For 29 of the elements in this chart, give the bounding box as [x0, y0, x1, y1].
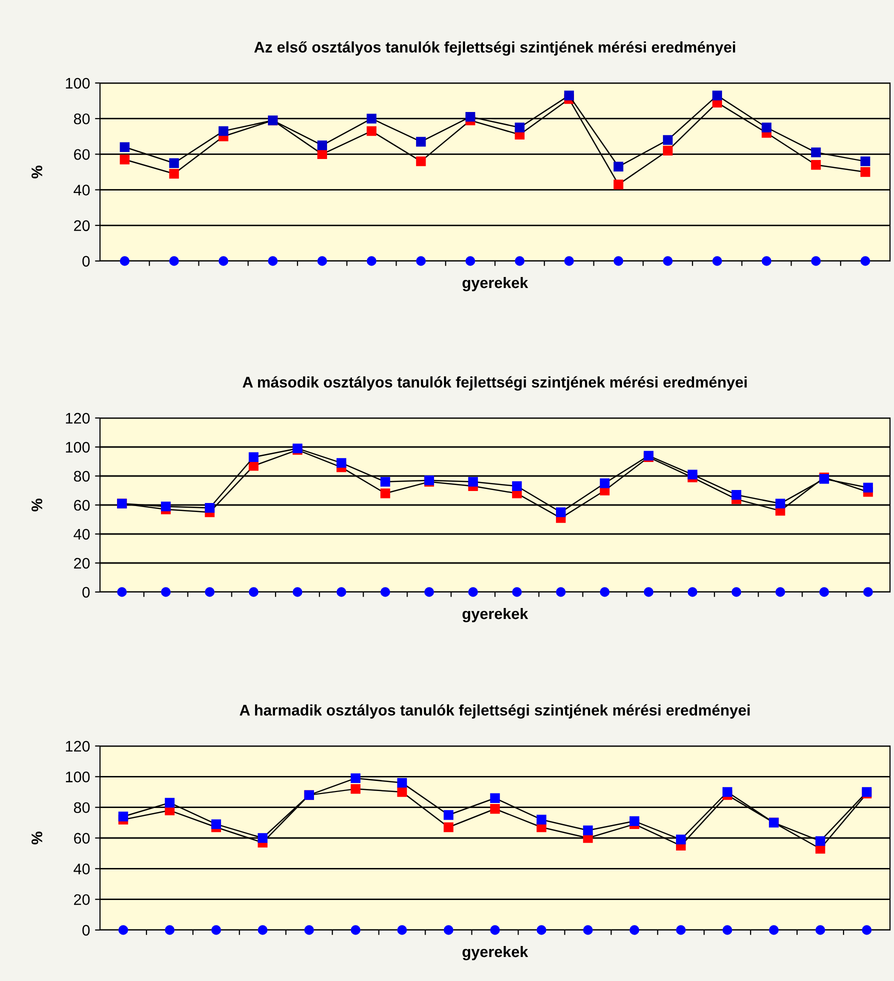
y-tick-label: 100	[66, 78, 90, 89]
y-tick-label: 20	[74, 894, 90, 906]
y-tick-label: 60	[74, 832, 90, 844]
y-tick-label: 100	[66, 442, 90, 453]
y-tick-label: 120	[66, 740, 90, 752]
y-tick-label: 80	[74, 470, 90, 482]
x-axis-title: gyerekek	[462, 608, 528, 622]
y-tick-label: 0	[82, 586, 90, 598]
y-tick-label: 80	[74, 113, 90, 124]
x-axis-title: gyerekek	[462, 946, 528, 960]
y-tick-label: 20	[74, 220, 90, 232]
y-axis-title: %	[32, 498, 42, 512]
chart-title: Az első osztályos tanulók fejlettségi szintjének mérési eredményei	[254, 41, 736, 56]
chart-title: A második osztályos tanulók fejlettségi szintjének mérési eredményei	[242, 376, 747, 391]
y-tick-label: 40	[74, 528, 90, 540]
y-axis-title: %	[32, 832, 42, 844]
y-tick-label: 100	[66, 772, 90, 782]
y-axis-title: %	[32, 166, 42, 178]
x-axis-title: gyerekek	[462, 276, 528, 292]
y-tick-label: 120	[66, 412, 90, 424]
y-tick-label: 20	[74, 558, 90, 569]
y-tick-label: 80	[74, 802, 90, 814]
y-tick-label: 0	[82, 924, 90, 936]
y-tick-label: 60	[74, 149, 90, 160]
chart-title: A harmadik osztályos tanulók fejlettségi szintjének mérési eredményei	[240, 704, 750, 719]
y-tick-label: 0	[82, 256, 90, 267]
y-tick-label: 40	[74, 184, 90, 196]
y-tick-label: 60	[74, 500, 90, 511]
y-tick-label: 40	[74, 864, 90, 874]
